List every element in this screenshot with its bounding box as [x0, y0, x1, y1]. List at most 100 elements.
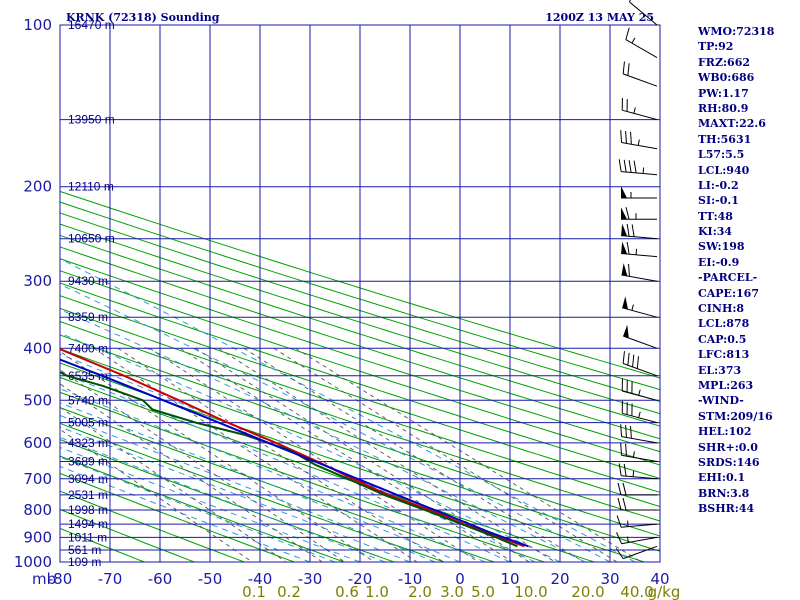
height-label: 16470 m — [68, 18, 115, 32]
temperature-tick-label: -50 — [198, 570, 223, 588]
wind-barb-half — [638, 389, 641, 396]
height-label: 2531 m — [68, 488, 108, 502]
index-item: -PARCEL- — [698, 271, 758, 285]
temperature-tick-label: -20 — [348, 570, 373, 588]
wind-barb-staff — [621, 454, 658, 462]
wind-barb-staff — [622, 390, 658, 401]
temperature-tick-label: -60 — [148, 570, 173, 588]
index-item: WB0:686 — [698, 71, 755, 85]
temperature-tick-label: 10 — [500, 570, 519, 588]
wind-barb-full — [615, 548, 624, 559]
wind-barb — [621, 241, 658, 258]
wind-barb-half — [632, 470, 635, 477]
wind-barb-staff — [621, 475, 658, 480]
wind-barb-staff — [623, 335, 658, 349]
index-item: LFC:813 — [698, 348, 750, 362]
index-item: TP:92 — [698, 40, 734, 54]
dry-adiabat — [60, 201, 660, 391]
wind-barb-full — [623, 159, 627, 173]
dry-adiabat — [60, 282, 660, 480]
dry-adiabat — [60, 258, 660, 453]
pressure-tick-label: 900 — [23, 528, 52, 546]
wind-barb — [625, 27, 658, 59]
mixing-ratio-line — [273, 347, 618, 562]
wind-barb-staff — [621, 235, 658, 240]
mixing-ratio-label: 0.1 — [242, 583, 266, 600]
wind-barb — [620, 442, 658, 462]
temperature-tick-label: 40 — [650, 570, 669, 588]
wind-barb-full — [625, 130, 627, 144]
wind-barb-staff — [623, 363, 658, 377]
wind-barb-staff — [621, 274, 658, 282]
wind-barb-flag — [622, 296, 629, 310]
index-item: SI:-0.1 — [698, 194, 739, 208]
wind-barb — [628, 0, 658, 26]
wind-barb-full — [625, 443, 627, 457]
wind-barb — [621, 223, 658, 240]
dry-adiabat — [60, 295, 660, 493]
wind-barb-full — [636, 356, 640, 369]
index-item: SRDS:146 — [698, 455, 760, 469]
wind-barb-staff — [621, 523, 658, 528]
wind-barb — [618, 463, 658, 480]
wind-barb — [621, 400, 658, 424]
moist-adiabat — [60, 372, 511, 562]
mixing-ratio-unit: g/kg — [648, 583, 681, 600]
wind-barb-half — [631, 37, 636, 44]
sounding-indices-panel: WMO:72318 TP:92 FRZ:662 WB0:686 PW:1.17 RH:80… — [698, 24, 798, 517]
wind-barb-half — [642, 167, 645, 174]
dewpoint-trace — [60, 370, 518, 548]
index-item: MAXT:22.6 — [698, 117, 766, 131]
moist-adiabat — [60, 414, 436, 562]
pressure-tick-label: 100 — [23, 16, 52, 34]
wind-barb-full — [628, 263, 630, 277]
index-item: SW:198 — [698, 240, 745, 254]
dry-adiabat — [60, 234, 660, 427]
moist-adiabat — [60, 465, 311, 562]
wind-barb-staff — [621, 171, 658, 176]
wind-barb-half — [627, 520, 629, 527]
wind-barb-full — [617, 482, 622, 496]
index-item: LI:-0.2 — [698, 178, 739, 192]
temperature-tick-label: 0 — [455, 570, 465, 588]
index-item: HEL:102 — [698, 425, 752, 439]
temperature-tick-label: -10 — [398, 570, 423, 588]
wind-barb-staff — [621, 436, 658, 444]
wind-barb — [616, 515, 658, 528]
dry-adiabat — [60, 246, 660, 440]
index-item: -WIND- — [698, 394, 744, 408]
wind-barb-staff — [621, 142, 658, 150]
index-item: LCL:878 — [698, 317, 750, 331]
index-item: TT:48 — [698, 209, 733, 223]
wind-barb-half — [635, 248, 638, 255]
temperature-tick-label: -40 — [248, 570, 273, 588]
wind-barb-flag — [623, 324, 629, 339]
wind-barb-full — [628, 160, 632, 173]
index-item: KI:34 — [698, 225, 733, 239]
wind-barb — [616, 532, 658, 545]
temperature-tick-label: -80 — [48, 570, 73, 588]
wind-barb-staff — [629, 1, 658, 26]
dry-adiabat — [60, 212, 660, 403]
mixing-ratio-label: 1.0 — [365, 583, 389, 600]
index-item: EL:373 — [698, 363, 742, 377]
wind-barb — [615, 545, 658, 560]
height-label: 1011 m — [68, 530, 107, 544]
index-item: SHR+:0.0 — [698, 440, 758, 454]
index-item: EI:-0.9 — [698, 255, 740, 269]
wind-barb-full — [620, 130, 623, 143]
wind-barb-full — [618, 159, 622, 172]
wind-barbs — [615, 0, 658, 560]
dry-adiabat — [60, 307, 660, 508]
moist-adiabat — [60, 402, 461, 562]
wind-barb-staff — [621, 536, 658, 545]
moist-adiabat — [60, 436, 386, 562]
wind-barb-full — [625, 425, 627, 438]
mixing-ratio-label: 10.0 — [514, 583, 547, 600]
wind-barb-flag — [621, 207, 627, 220]
height-label: 3689 m — [68, 455, 108, 469]
index-item: TH:5631 — [698, 132, 752, 146]
pressure-unit-label: mb — [32, 570, 56, 588]
index-item: L57:5.5 — [698, 148, 745, 162]
